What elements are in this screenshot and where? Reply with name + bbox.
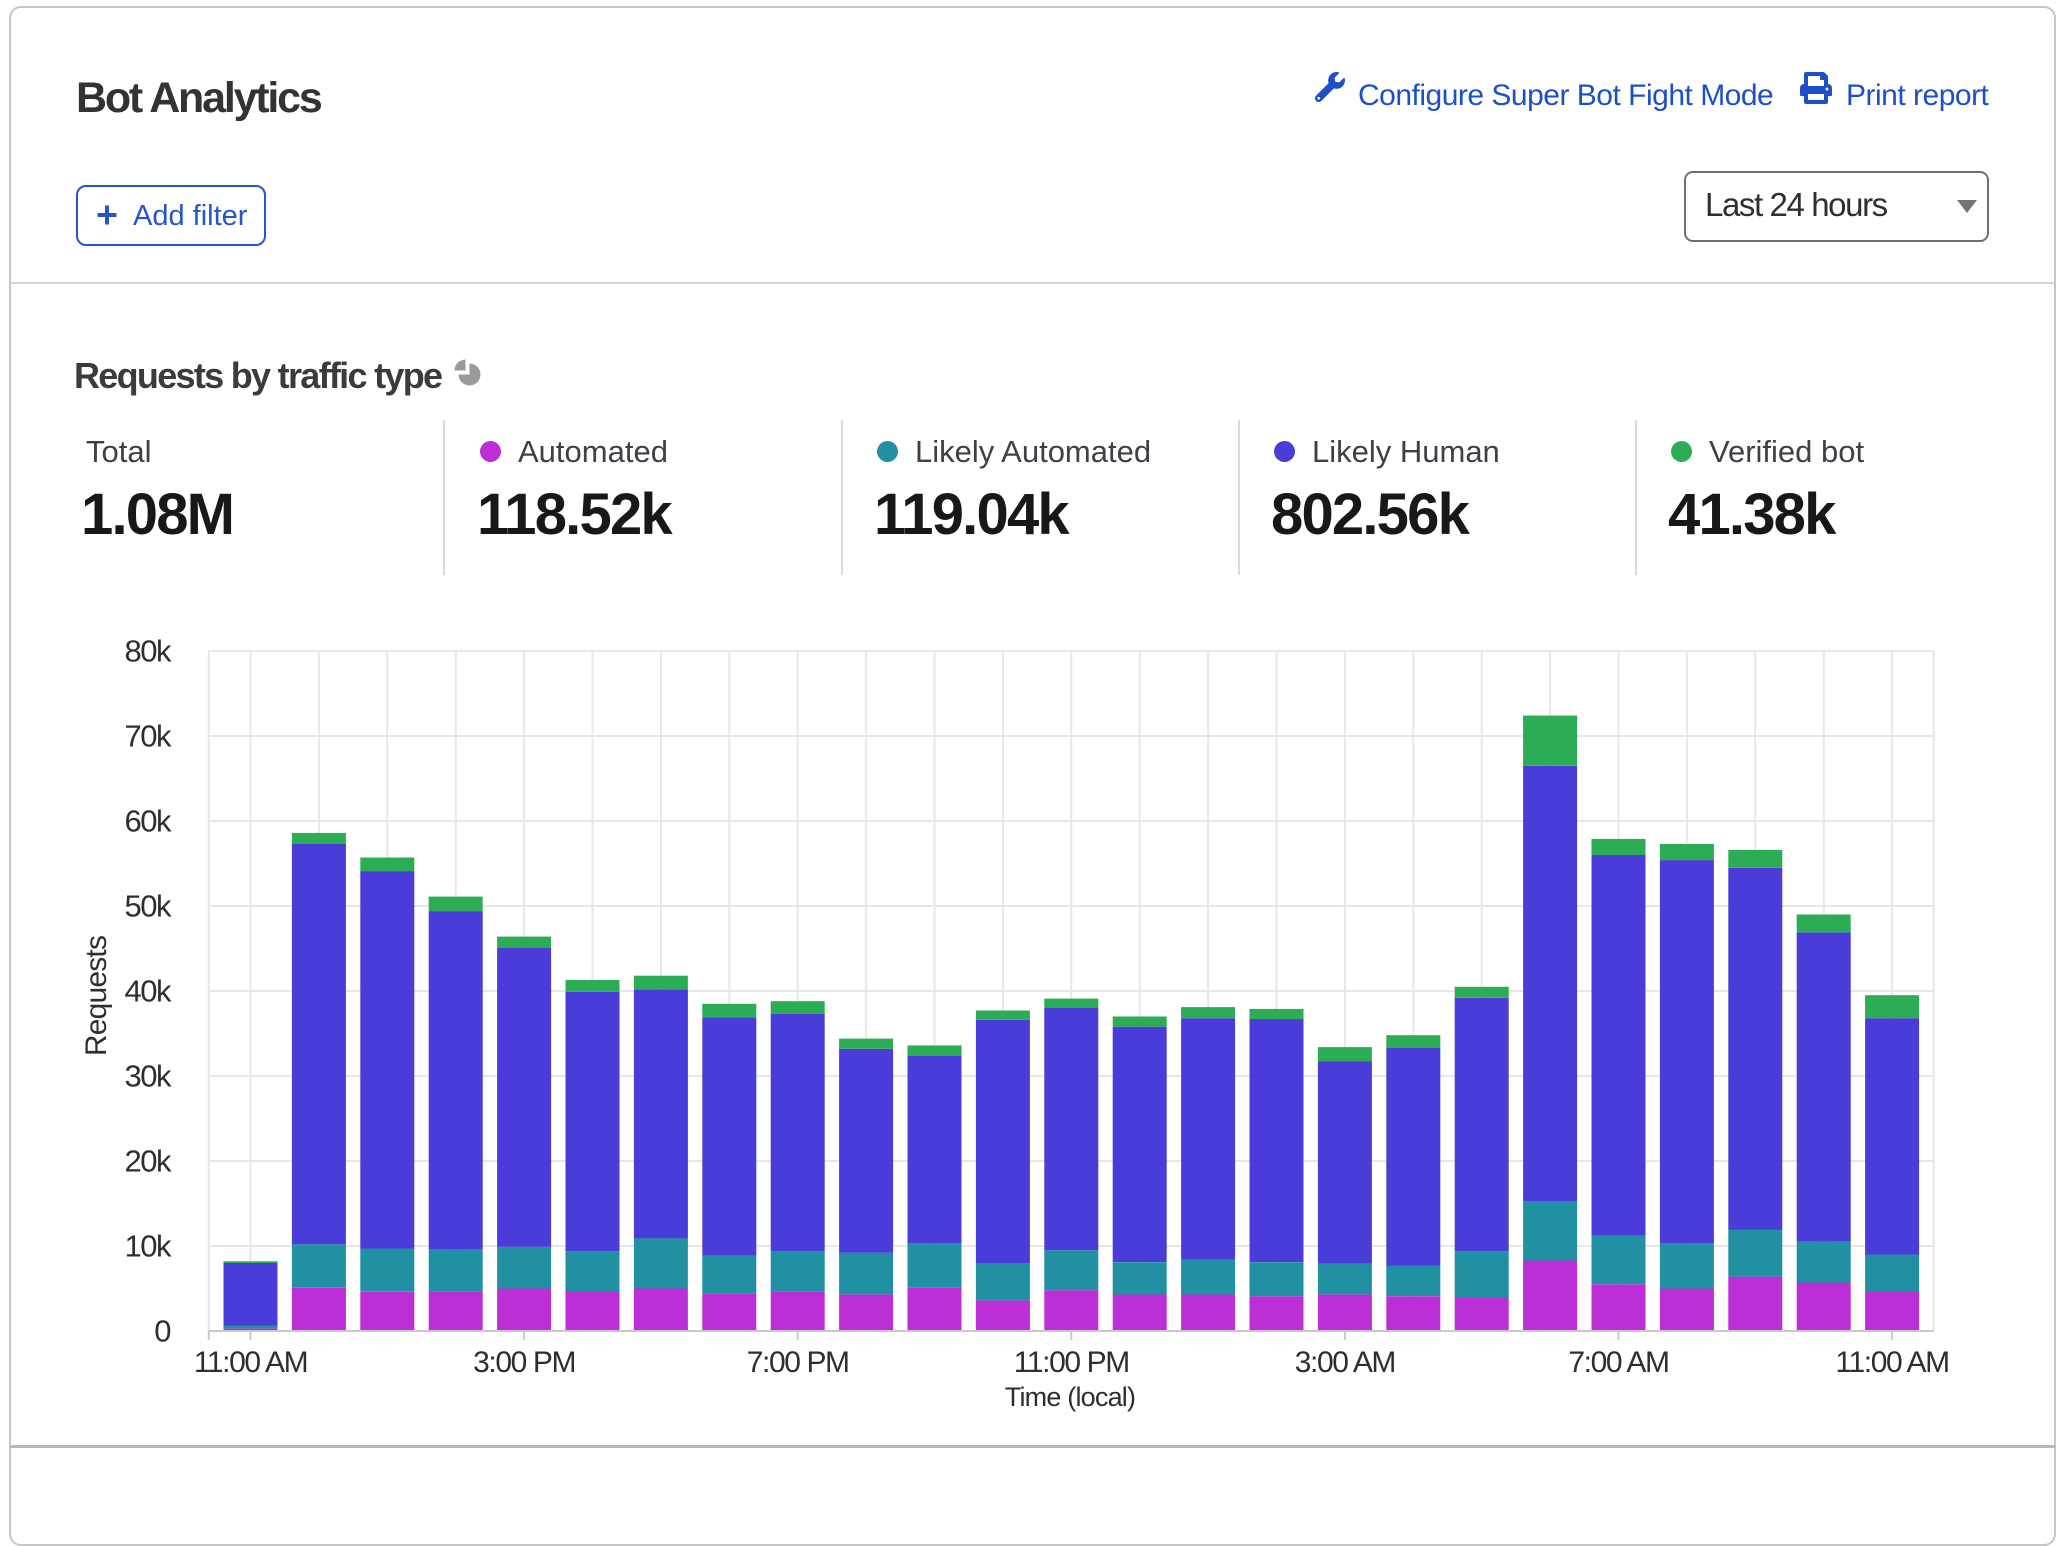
svg-text:80k: 80k — [125, 634, 172, 669]
svg-text:20k: 20k — [125, 1144, 172, 1179]
svg-text:11:00 AM: 11:00 AM — [194, 1346, 307, 1379]
svg-text:11:00 AM: 11:00 AM — [1835, 1346, 1948, 1379]
svg-text:10k: 10k — [125, 1229, 172, 1264]
svg-text:40k: 40k — [125, 974, 172, 1009]
svg-text:60k: 60k — [125, 804, 172, 839]
svg-text:70k: 70k — [125, 719, 172, 754]
svg-text:Time (local): Time (local) — [1005, 1382, 1135, 1412]
svg-text:7:00 AM: 7:00 AM — [1568, 1346, 1668, 1379]
svg-text:50k: 50k — [125, 889, 172, 924]
svg-text:3:00 AM: 3:00 AM — [1295, 1346, 1395, 1379]
svg-text:30k: 30k — [125, 1059, 172, 1094]
svg-text:Requests: Requests — [80, 936, 113, 1056]
svg-text:7:00 PM: 7:00 PM — [747, 1346, 849, 1379]
svg-text:0: 0 — [154, 1314, 171, 1349]
svg-text:3:00 PM: 3:00 PM — [473, 1346, 575, 1379]
svg-text:11:00 PM: 11:00 PM — [1014, 1346, 1129, 1379]
